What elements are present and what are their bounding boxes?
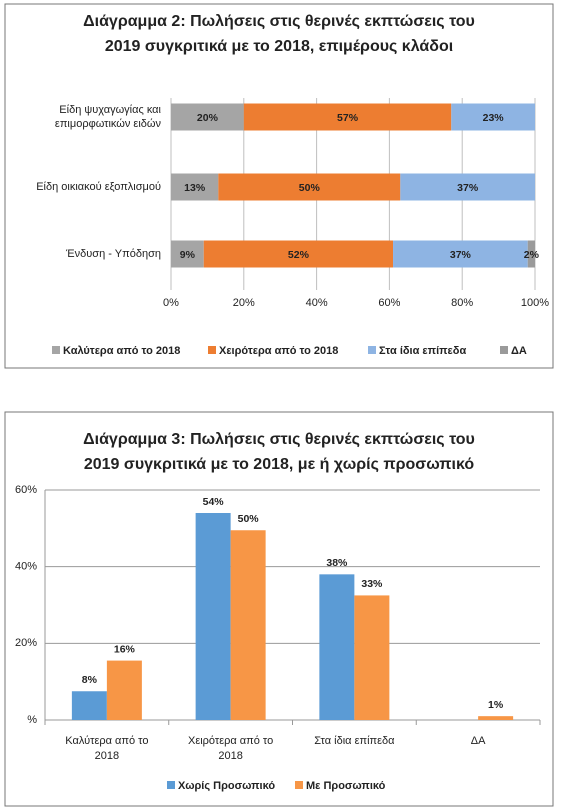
value-label: 16%	[114, 643, 136, 655]
x-tick-label: 0%	[163, 297, 179, 309]
bar	[354, 595, 390, 720]
value-label: 2%	[524, 249, 540, 261]
legend-swatch	[208, 346, 216, 354]
chart-frame	[4, 411, 554, 807]
value-label: 33%	[361, 578, 383, 590]
bar-segment	[218, 173, 401, 201]
value-label: 52%	[288, 249, 310, 261]
bar-segment	[527, 240, 535, 268]
x-tick-label: 2018	[218, 750, 242, 762]
x-tick-label: Στα ίδια επίπεδα	[314, 735, 395, 747]
y-tick-label: Είδη ψυχαγωγίας και	[59, 104, 161, 116]
value-label: 20%	[197, 112, 219, 124]
bar-segment	[451, 103, 535, 131]
value-label: 8%	[82, 674, 98, 686]
chart-title: Διάγραμμα 2: Πωλήσεις στις θερινές εκπτώ…	[83, 13, 475, 30]
x-tick-label: 80%	[451, 297, 473, 309]
x-tick-label: 60%	[378, 297, 400, 309]
y-tick-label: επιμορφωτικών ειδών	[55, 118, 162, 130]
chart-title: Διάγραμμα 3: Πωλήσεις στις θερινές εκπτώ…	[83, 431, 475, 448]
x-tick-label: Καλύτερα από το	[65, 735, 148, 747]
value-label: 54%	[203, 496, 225, 508]
y-tick-label: 40%	[15, 561, 37, 573]
y-tick-label: Είδη οικιακού εξοπλισμού	[36, 181, 161, 193]
value-label: 38%	[326, 557, 348, 569]
legend-label: Χειρότερα από το 2018	[219, 345, 338, 357]
legend-label: Με Προσωπικό	[306, 780, 386, 792]
bar-segment	[171, 240, 204, 268]
bar	[230, 530, 266, 720]
bar-segment	[400, 173, 535, 201]
value-label: 57%	[337, 112, 359, 124]
bar-segment	[203, 240, 394, 268]
legend-label: Στα ίδια επίπεδα	[379, 345, 466, 357]
value-label: 50%	[299, 182, 321, 194]
legend-swatch	[368, 346, 376, 354]
bar-segment	[393, 240, 528, 268]
legend-swatch	[295, 781, 303, 789]
bar	[71, 691, 107, 720]
y-tick-label: 20%	[15, 637, 37, 649]
bar-segment	[171, 173, 219, 201]
value-label: 37%	[457, 182, 479, 194]
value-label: 23%	[483, 112, 505, 124]
legend-label: ΔΑ	[511, 345, 527, 357]
x-tick-label: 40%	[306, 297, 328, 309]
bar	[195, 513, 231, 720]
y-tick-label: Ένδυση - Υπόδηση	[65, 248, 161, 260]
legend-swatch	[167, 781, 175, 789]
value-label: 50%	[238, 513, 260, 525]
value-label: 9%	[180, 249, 196, 261]
y-tick-label: %	[27, 714, 37, 726]
value-label: 1%	[488, 699, 504, 711]
value-label: 13%	[184, 182, 206, 194]
y-tick-label: 60%	[15, 484, 37, 496]
x-tick-label: ΔΑ	[471, 735, 486, 747]
legend-swatch	[52, 346, 60, 354]
x-tick-label: 2018	[95, 750, 119, 762]
x-tick-label: Χειρότερα από το	[188, 735, 273, 747]
bar	[478, 716, 514, 720]
x-tick-label: 100%	[521, 297, 549, 309]
chart-title: 2019 συγκριτικά με το 2018, με ή χωρίς π…	[84, 456, 475, 473]
chart-title: 2019 συγκριτικά με το 2018, επιμέρους κλ…	[105, 38, 453, 55]
bar-segment	[243, 103, 452, 131]
value-label: 37%	[450, 249, 472, 261]
legend-swatch	[500, 346, 508, 354]
bar-segment	[171, 103, 244, 131]
legend-label: Καλύτερα από το 2018	[63, 345, 180, 357]
x-tick-label: 20%	[233, 297, 255, 309]
legend-label: Χωρίς Προσωπικό	[178, 780, 275, 792]
bar	[106, 660, 142, 720]
bar	[319, 574, 355, 720]
